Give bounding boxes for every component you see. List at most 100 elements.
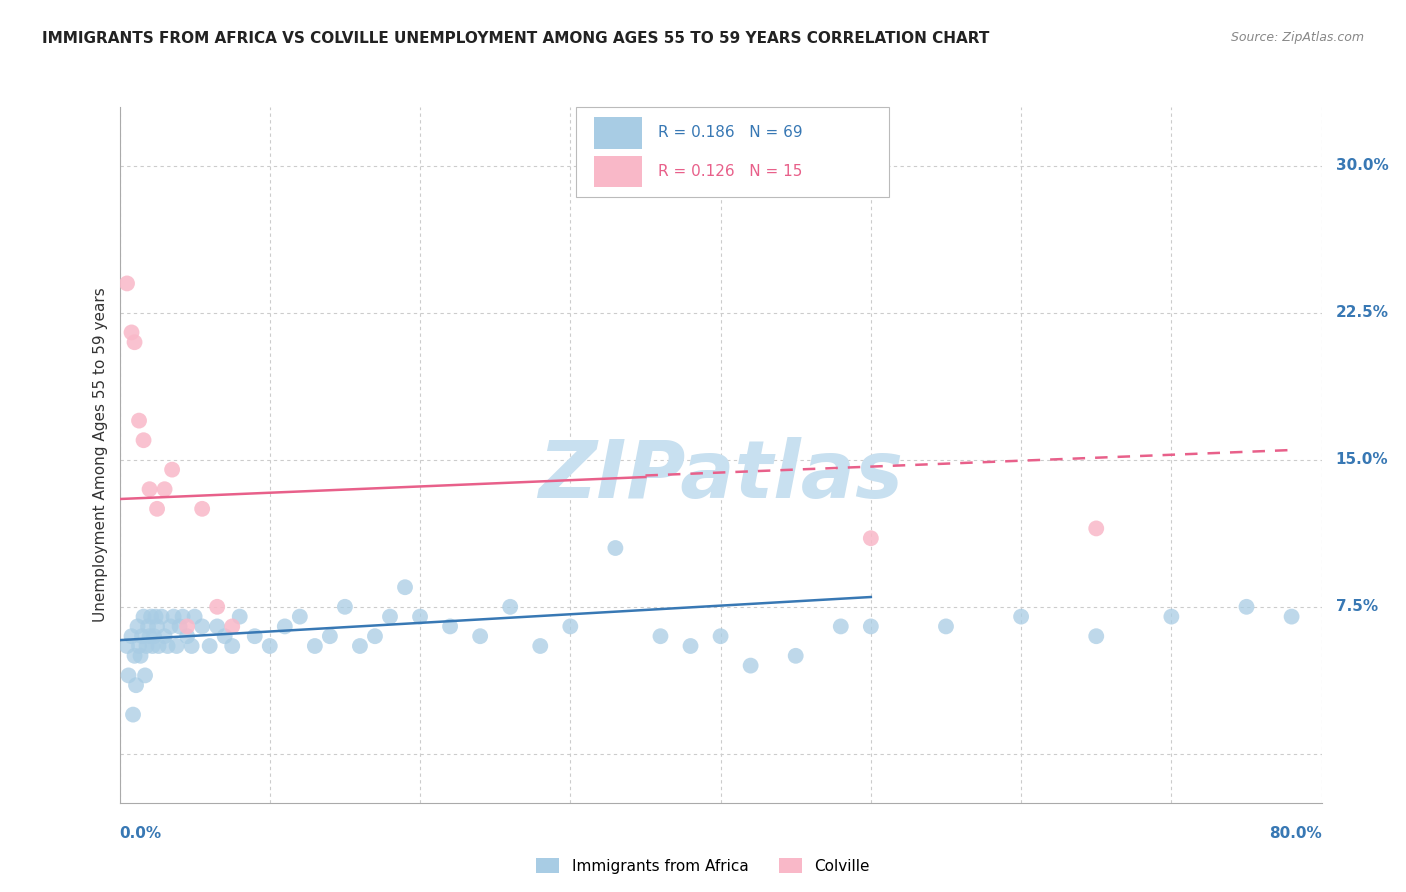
Point (830, 619, 852, 633)
Point (131, 629, 153, 643)
Point (198, 639, 221, 653)
Point (394, 580, 416, 594)
Point (128, 414, 150, 428)
Point (139, 609, 162, 624)
Point (1085, 521, 1108, 535)
Text: 22.5%: 22.5% (1336, 305, 1389, 320)
Point (409, 609, 432, 624)
Point (125, 678, 148, 692)
Text: R = 0.186   N = 69: R = 0.186 N = 69 (658, 125, 803, 140)
Point (333, 599, 356, 614)
Point (205, 599, 228, 614)
Point (191, 619, 214, 633)
Point (529, 639, 551, 653)
Point (935, 619, 957, 633)
Point (153, 629, 176, 643)
Point (143, 629, 166, 643)
Legend: Immigrants from Africa, Colville: Immigrants from Africa, Colville (530, 852, 876, 880)
Text: Source: ZipAtlas.com: Source: ZipAtlas.com (1230, 31, 1364, 45)
Point (117, 668, 139, 682)
Text: 7.5%: 7.5% (1336, 599, 1378, 615)
Point (127, 619, 149, 633)
Point (1281, 609, 1303, 624)
Point (349, 639, 371, 653)
Point (499, 599, 522, 614)
Point (145, 609, 167, 624)
Point (560, 619, 582, 633)
Point (221, 639, 243, 653)
Point (124, 335, 146, 350)
Point (166, 639, 188, 653)
Point (274, 619, 297, 633)
Point (259, 639, 281, 653)
Point (153, 482, 176, 496)
Point (243, 629, 266, 643)
Text: 80.0%: 80.0% (1268, 827, 1322, 841)
Point (128, 639, 150, 653)
Point (162, 609, 184, 624)
Point (364, 629, 387, 643)
Point (319, 629, 342, 643)
Point (183, 609, 205, 624)
Point (134, 668, 156, 682)
Point (221, 619, 243, 633)
Text: IMMIGRANTS FROM AFRICA VS COLVILLE UNEMPLOYMENT AMONG AGES 55 TO 59 YEARS CORREL: IMMIGRANTS FROM AFRICA VS COLVILLE UNEMP… (42, 31, 990, 46)
Point (709, 629, 731, 643)
Point (605, 541, 627, 555)
Point (176, 629, 198, 643)
Point (136, 619, 159, 633)
Point (132, 609, 155, 624)
Point (115, 639, 138, 653)
Point (150, 609, 173, 624)
Point (146, 501, 169, 516)
Point (205, 619, 228, 633)
Point (132, 434, 155, 448)
Point (859, 531, 882, 545)
Point (176, 619, 198, 633)
Text: R = 0.126   N = 15: R = 0.126 N = 15 (658, 163, 803, 178)
Point (135, 639, 157, 653)
Point (172, 609, 194, 624)
Point (115, 277, 138, 291)
Point (129, 648, 152, 663)
Point (228, 609, 252, 624)
Point (378, 609, 401, 624)
Bar (595, 118, 643, 149)
Point (124, 648, 146, 663)
Point (679, 639, 702, 653)
Point (146, 619, 169, 633)
Point (304, 639, 326, 653)
Point (1160, 609, 1182, 624)
Point (138, 482, 160, 496)
Point (859, 619, 882, 633)
Point (1085, 629, 1108, 643)
Point (180, 639, 202, 653)
Point (159, 619, 181, 633)
Point (288, 609, 311, 624)
Point (160, 462, 183, 476)
Point (439, 619, 461, 633)
Point (785, 648, 807, 663)
Y-axis label: Unemployment Among Ages 55 to 59 years: Unemployment Among Ages 55 to 59 years (93, 287, 108, 623)
FancyBboxPatch shape (576, 107, 889, 197)
Point (142, 639, 165, 653)
Text: ZIPatlas: ZIPatlas (538, 437, 903, 515)
Point (650, 629, 672, 643)
Point (470, 629, 492, 643)
Text: 0.0%: 0.0% (120, 827, 162, 841)
Bar (595, 156, 643, 187)
Point (1236, 599, 1258, 614)
Point (169, 619, 191, 633)
Point (122, 707, 145, 722)
Point (138, 629, 160, 643)
Point (121, 629, 143, 643)
Point (214, 629, 236, 643)
Point (148, 639, 170, 653)
Point (156, 639, 179, 653)
Point (740, 658, 762, 673)
Text: 15.0%: 15.0% (1336, 452, 1388, 467)
Text: 30.0%: 30.0% (1336, 159, 1388, 173)
Point (121, 326, 143, 340)
Point (191, 501, 214, 516)
Point (1010, 609, 1032, 624)
